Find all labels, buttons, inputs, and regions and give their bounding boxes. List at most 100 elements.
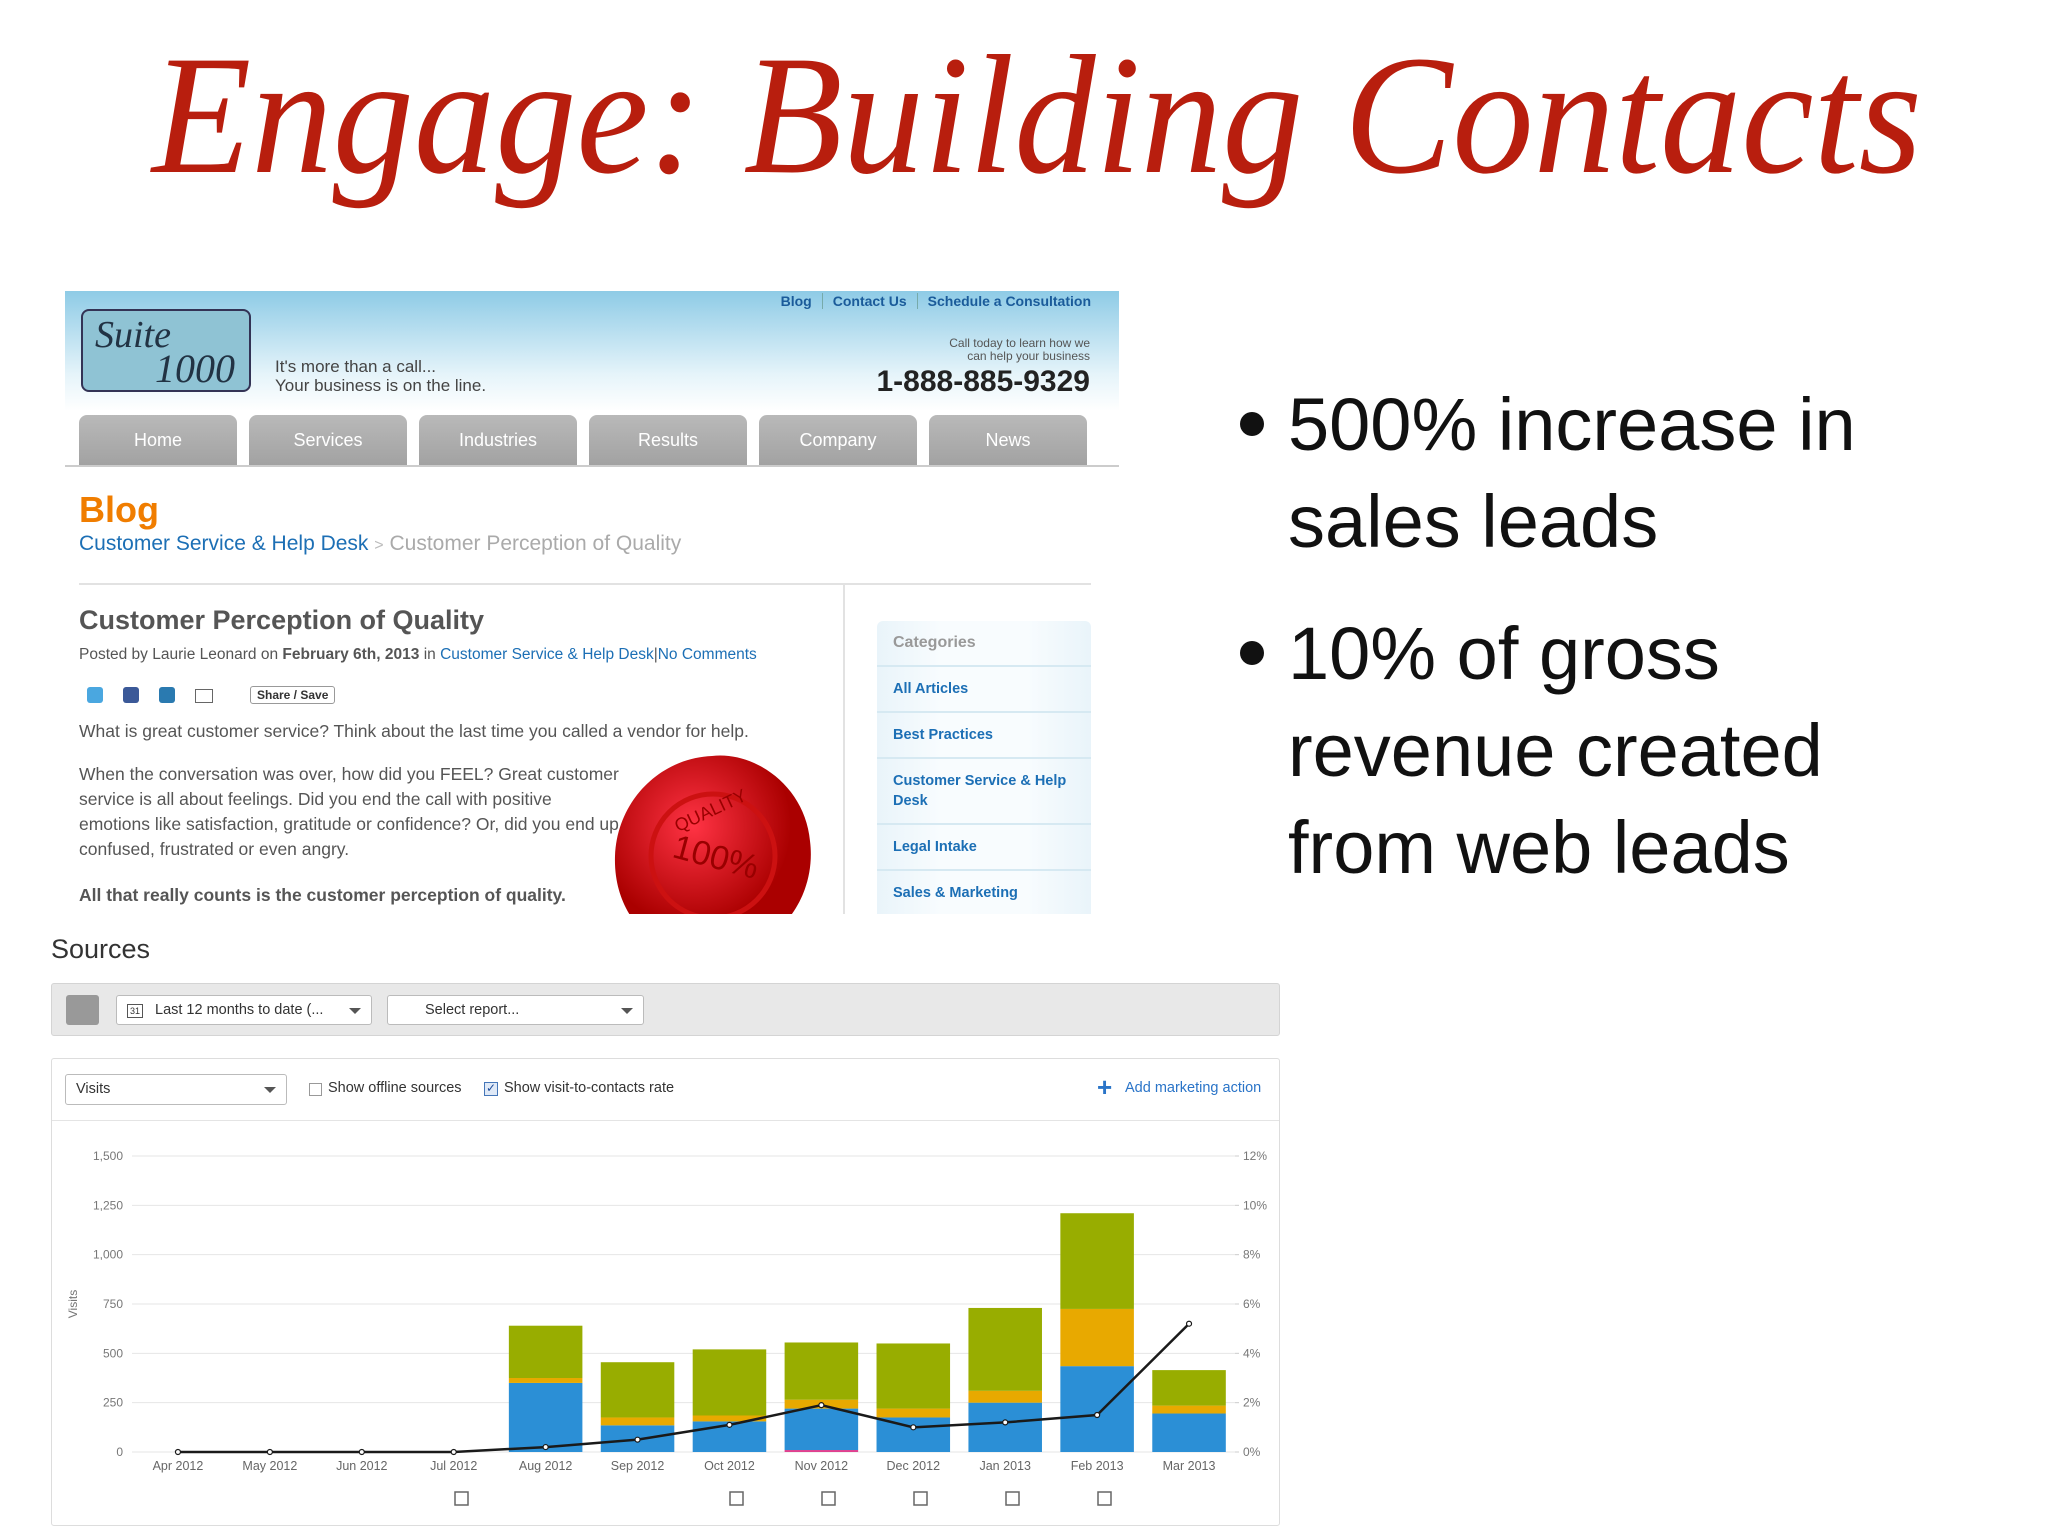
calendar-icons: [454, 1491, 1112, 1506]
call-text: Call today to learn how we can help your…: [949, 337, 1090, 363]
share-icons: [87, 687, 213, 703]
menu-tab[interactable]: Company: [759, 415, 917, 465]
metric-dropdown[interactable]: Visits: [65, 1074, 287, 1105]
menu-tab[interactable]: Services: [249, 415, 407, 465]
top-link[interactable]: Contact Us: [832, 293, 907, 309]
bar-segment: [876, 1343, 951, 1409]
bar-segment: [1060, 1366, 1134, 1452]
calendar-icon[interactable]: [729, 1491, 744, 1506]
bar-segment: [784, 1450, 859, 1452]
icon[interactable]: [159, 687, 175, 703]
sidebar-item[interactable]: Best Practices: [877, 713, 1091, 759]
breadcrumb: Customer Service & Help Desk > Customer …: [79, 532, 681, 556]
bullet: 500% increase in sales leads: [1240, 376, 1856, 570]
x-tick-label: Jan 2013: [979, 1459, 1030, 1473]
bar-segment: [1152, 1413, 1226, 1452]
bar-segment: [692, 1349, 767, 1416]
line-point: [1002, 1419, 1009, 1426]
icon[interactable]: [195, 689, 213, 703]
bar-segment: [968, 1307, 1042, 1391]
line: [177, 1322, 1190, 1454]
bullet-dot: [1240, 412, 1264, 436]
bullet-line: from web leads: [1288, 806, 1790, 889]
line-point: [358, 1448, 365, 1456]
divider: [843, 583, 845, 914]
meta-link[interactable]: Customer Service & Help Desk: [440, 646, 654, 663]
paragraph: When the conversation was over, how did …: [79, 764, 619, 859]
sidebar-item[interactable]: Customer Service & Help Desk: [877, 759, 1091, 825]
dropdown-text: Visits: [76, 1081, 111, 1097]
bar-segment: [600, 1362, 675, 1418]
line-point: [542, 1443, 549, 1451]
line-point: [726, 1421, 733, 1428]
line-point: [1185, 1320, 1193, 1327]
breadcrumb-separator: >: [374, 537, 384, 554]
menu-tab[interactable]: Home: [79, 415, 237, 465]
y-tick-label: 0: [116, 1445, 123, 1459]
bar-segment: [508, 1325, 583, 1378]
top-link[interactable]: Schedule a Consultation: [927, 293, 1091, 309]
calendar-icon[interactable]: [913, 1491, 928, 1506]
bar-segment: [784, 1408, 859, 1451]
seal: QUALITY 100%: [614, 755, 811, 914]
chart: Visits 0 250 500 750 1,000 1,250 1,500 0% 2% 4% 6%…: [66, 1149, 1267, 1506]
calendar-icon[interactable]: [821, 1491, 836, 1506]
y-tick-label: 1,500: [93, 1149, 123, 1163]
x-tick-label: Apr 2012: [153, 1459, 204, 1473]
logo-number: 1000: [155, 346, 235, 391]
sidebar-item[interactable]: All Articles: [877, 667, 1091, 713]
x-tick-label: Jul 2012: [430, 1459, 477, 1473]
meta-link[interactable]: No Comments: [657, 646, 757, 663]
call-line: Call today to learn how we: [949, 336, 1090, 350]
bullet-line: 10% of gross: [1288, 612, 1720, 695]
checkbox-checked[interactable]: ✓: [484, 1081, 498, 1096]
x-tick-label: Dec 2012: [887, 1459, 941, 1473]
icon-button[interactable]: [66, 995, 99, 1025]
sidebar-item[interactable]: Legal Intake: [877, 825, 1091, 871]
line-point: [266, 1448, 273, 1456]
checkbox-label: Show offline sources: [328, 1080, 462, 1096]
seal-shape: [614, 755, 811, 914]
y2-tick-label: 0%: [1243, 1445, 1261, 1459]
logo-script: Suite: [95, 314, 171, 356]
meta-date: February 6th, 2013: [282, 646, 420, 663]
bar-segment: [876, 1408, 951, 1418]
date-dropdown[interactable]: 31 Last 12 months to date (...: [116, 995, 372, 1025]
divider: [79, 583, 1091, 585]
icon[interactable]: [87, 687, 103, 703]
bullet-line: sales leads: [1288, 480, 1659, 563]
bar-segment: [508, 1378, 583, 1383]
bar-segment: [784, 1342, 859, 1400]
bullet-dot: [1240, 641, 1264, 665]
y-tick-label: 500: [103, 1346, 123, 1360]
emphasis: All that really counts is the customer p…: [79, 885, 566, 905]
seal-ring: [648, 791, 778, 914]
calendar-icon[interactable]: [1097, 1491, 1112, 1506]
y2-tick-label: 2%: [1243, 1396, 1261, 1410]
arrow: [264, 1087, 276, 1099]
menu-tab[interactable]: News: [929, 415, 1087, 465]
website-screenshot: Blog Contact Us Schedule a Consultation …: [65, 291, 1119, 914]
menu-tab[interactable]: Industries: [419, 415, 577, 465]
sources-title: Sources: [51, 934, 151, 964]
meta-separator: |: [653, 646, 658, 663]
x-tick-label: Nov 2012: [795, 1459, 849, 1473]
checkbox[interactable]: [309, 1083, 322, 1096]
divider: [916, 293, 918, 309]
calendar-icon[interactable]: [1005, 1491, 1020, 1506]
add-marketing-action[interactable]: Add marketing action: [1125, 1080, 1262, 1096]
bullet: 10% of gross revenue created from web lead…: [1240, 605, 1856, 896]
line-point: [818, 1402, 825, 1409]
breadcrumb-current: Customer Perception of Quality: [389, 532, 682, 555]
sidebar-item[interactable]: Sales & Marketing: [877, 871, 1091, 914]
y-axis-label: Visits: [66, 1290, 80, 1318]
icon[interactable]: [123, 687, 139, 703]
paragraph: What is great customer service? Think ab…: [79, 721, 749, 741]
top-link[interactable]: Blog: [780, 293, 812, 309]
breadcrumb-link[interactable]: Customer Service & Help Desk: [79, 532, 369, 555]
report-dropdown[interactable]: Select report...: [387, 995, 644, 1025]
calendar-icon[interactable]: [454, 1491, 469, 1506]
share-button[interactable]: Share / Save: [250, 686, 336, 704]
bar-segment: [1152, 1405, 1226, 1414]
menu-tab[interactable]: Results: [589, 415, 747, 465]
